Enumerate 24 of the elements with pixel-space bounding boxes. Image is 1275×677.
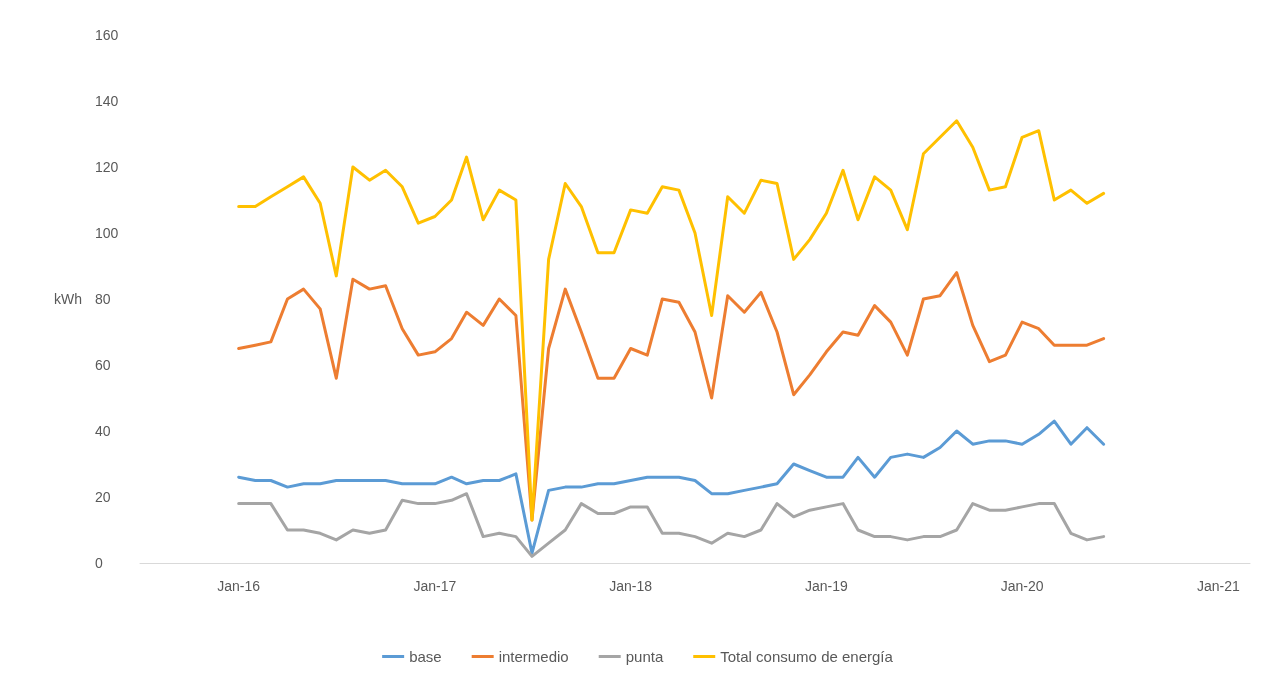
legend-label: intermedio <box>498 648 569 665</box>
line-series <box>237 419 1106 555</box>
y-tick-label: 20 <box>95 489 111 505</box>
line-series <box>237 271 1106 522</box>
legend-label: Total consumo de energía <box>720 648 894 665</box>
x-tick-label: Jan-16 <box>217 578 261 594</box>
y-tick-label: 100 <box>95 225 119 241</box>
x-tick-label: Jan-21 <box>1196 578 1240 594</box>
y-tick-label: 40 <box>95 423 111 439</box>
y-tick-label: 80 <box>95 291 111 307</box>
y-tick-label: 60 <box>95 357 111 373</box>
line-series <box>237 119 1106 522</box>
legend-label: punta <box>625 648 664 665</box>
y-tick-label: 120 <box>95 159 119 175</box>
y-axis-title: kWh <box>54 291 82 307</box>
line-series <box>237 492 1106 558</box>
x-tick-label: Jan-19 <box>804 578 848 594</box>
x-tick-label: Jan-17 <box>413 578 457 594</box>
x-tick-label: Jan-18 <box>609 578 653 594</box>
y-tick-label: 140 <box>95 93 119 109</box>
legend-label: base <box>409 648 442 665</box>
x-tick-label: Jan-20 <box>1000 578 1044 594</box>
y-tick-label: 0 <box>95 555 103 571</box>
y-tick-label: 160 <box>95 27 119 43</box>
